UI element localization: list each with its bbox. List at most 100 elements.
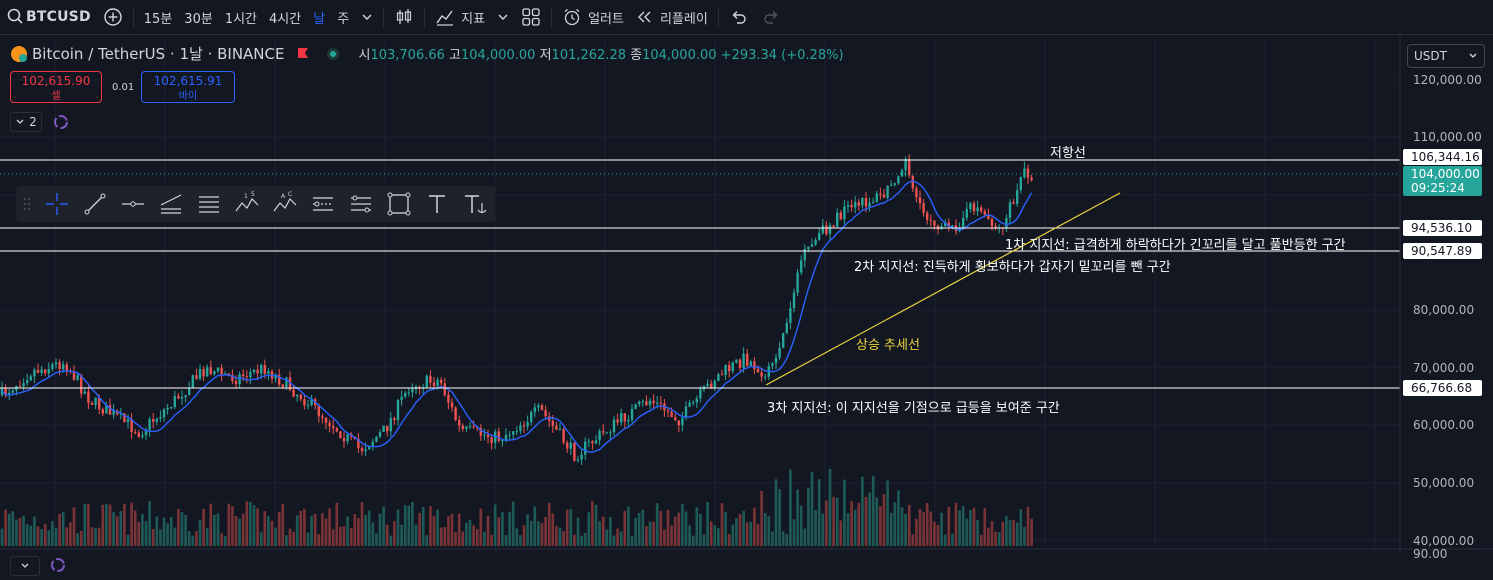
- gann-tool[interactable]: [342, 186, 380, 222]
- undo-button[interactable]: [723, 0, 755, 34]
- volume-bar: [317, 534, 321, 546]
- volume-bar: [256, 508, 259, 546]
- sell-button[interactable]: 102,615.90 셀: [10, 71, 102, 103]
- candle-body: [731, 362, 734, 372]
- volume-bar: [328, 508, 331, 546]
- fib-tool[interactable]: [190, 186, 228, 222]
- volume-bar: [292, 531, 295, 546]
- support2-annotation[interactable]: 2차 지지선: 진득하게 횡보하다가 갑자기 밑꼬리를 뺀 구간: [854, 260, 1171, 275]
- currency-select[interactable]: USDT: [1407, 44, 1485, 68]
- volume-bar: [814, 510, 817, 546]
- candle-body: [652, 400, 655, 404]
- bar-countdown: 09:25:24: [1411, 181, 1465, 195]
- candle-body: [389, 418, 392, 432]
- layout-button[interactable]: [515, 0, 547, 34]
- resistance-annotation[interactable]: 저항선: [1050, 146, 1086, 161]
- candle-body: [108, 405, 112, 415]
- volume-bar: [11, 511, 15, 546]
- volume-bar: [835, 497, 839, 546]
- buy-button[interactable]: 102,615.91 바이: [141, 71, 235, 103]
- volume-bar: [807, 487, 810, 546]
- anchored-text-tool[interactable]: [456, 186, 494, 222]
- channel-tool[interactable]: [152, 186, 190, 222]
- divider: [132, 7, 134, 27]
- timeframe-1h[interactable]: 1시간: [219, 0, 263, 34]
- timeframe-30m[interactable]: 30분: [178, 0, 219, 34]
- volume-bar: [87, 504, 90, 546]
- volume-bar: [544, 516, 547, 546]
- volume-bar: [141, 514, 144, 546]
- volume-bar: [745, 522, 749, 546]
- candle-body: [494, 431, 497, 443]
- candle-body: [656, 402, 659, 404]
- regression-tool[interactable]: [304, 186, 342, 222]
- candle-body: [364, 449, 367, 452]
- rectangle-tool[interactable]: [380, 186, 418, 222]
- candle-body: [339, 431, 342, 439]
- chart-type-button[interactable]: [388, 0, 420, 34]
- crosshair-tool[interactable]: [38, 186, 76, 222]
- candle-body: [11, 390, 14, 393]
- buy-label: 바이: [178, 91, 198, 102]
- moving-average-line: [1, 180, 1033, 453]
- volume-bar: [339, 526, 342, 546]
- indicators-button[interactable]: 지표: [429, 0, 491, 34]
- candle-body: [411, 389, 414, 393]
- redo-button[interactable]: [755, 0, 787, 34]
- candle-body: [515, 431, 518, 433]
- volume-bar: [177, 508, 180, 546]
- symbol-search[interactable]: BTCUSD: [0, 0, 97, 34]
- text-tool[interactable]: [418, 186, 456, 222]
- timeframe-1w[interactable]: 주: [331, 0, 355, 34]
- volume-bar: [994, 531, 997, 546]
- candle-body: [688, 402, 691, 407]
- rewind-icon: [637, 11, 651, 23]
- horizontal-ray-tool[interactable]: [114, 186, 152, 222]
- candle-body: [134, 431, 137, 433]
- trendline-tool[interactable]: [76, 186, 114, 222]
- compare-button[interactable]: [97, 0, 129, 34]
- volume-bar: [411, 502, 414, 546]
- candle-body: [879, 193, 882, 195]
- candle-body: [1005, 217, 1008, 229]
- candle-body: [328, 422, 331, 427]
- timeframe-dropdown[interactable]: [355, 0, 379, 34]
- replay-button[interactable]: 리플레이: [630, 0, 714, 34]
- volume-bar: [612, 535, 616, 546]
- candle-body: [285, 377, 288, 388]
- volume-bar: [198, 520, 202, 546]
- price-chart[interactable]: [0, 36, 1493, 580]
- indicators-toggle[interactable]: 2: [10, 112, 42, 132]
- volume-bar: [58, 513, 61, 546]
- candle-body: [198, 369, 202, 379]
- timeframe-4h[interactable]: 4시간: [263, 0, 307, 34]
- volume-bar: [245, 501, 249, 546]
- sync-icon[interactable]: [53, 114, 69, 130]
- legend-title[interactable]: Bitcoin / TetherUS · 1날 · BINANCE: [32, 45, 285, 63]
- trendline-annotation[interactable]: 상승 추세선: [856, 338, 920, 353]
- volume-bar: [202, 508, 205, 546]
- candle-body: [407, 392, 410, 394]
- support1-annotation[interactable]: 1차 지지선: 급격하게 하락하다가 긴꼬리를 달고 풀반등한 구간: [1005, 238, 1346, 253]
- candle-body: [868, 202, 871, 207]
- sync-icon[interactable]: [50, 557, 66, 573]
- volume-bar: [573, 534, 576, 546]
- volume-bar: [191, 535, 195, 546]
- flag-icon[interactable]: [296, 47, 310, 61]
- timeframe-15m[interactable]: 15분: [138, 0, 179, 34]
- divider: [424, 7, 426, 27]
- volume-bar: [537, 521, 540, 546]
- candle-body: [796, 272, 799, 293]
- candle-body: [123, 413, 126, 422]
- timeframe-1d[interactable]: 날: [307, 0, 331, 34]
- drag-handle[interactable]: [16, 197, 38, 211]
- indicators-dropdown[interactable]: [491, 0, 515, 34]
- candle-body: [810, 244, 814, 247]
- uptrend-line[interactable]: [765, 192, 1121, 386]
- alert-button[interactable]: 얼러트: [556, 0, 630, 34]
- volume-bar: [958, 510, 961, 546]
- support3-annotation[interactable]: 3차 지지선: 이 지지선을 기점으로 급등을 보여준 구간: [767, 401, 1060, 416]
- volume-pane-toggle[interactable]: [10, 556, 40, 576]
